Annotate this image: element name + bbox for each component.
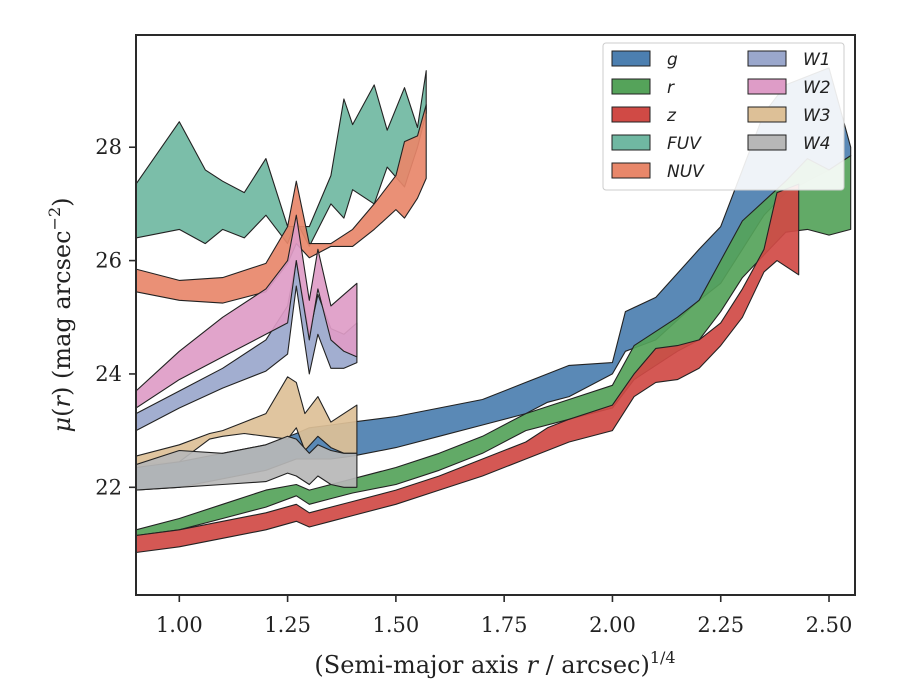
band-w2 [136,214,358,409]
legend-label-r: r [667,78,675,98]
x-tick-label: 2.00 [589,613,636,637]
band-fuv [136,70,427,247]
legend-swatch-w3 [747,106,787,123]
x-tick-label: 1.25 [264,613,311,637]
legend-swatch-w1 [747,50,787,67]
legend-label-z: z [666,106,677,126]
y-tick-label: 22 [95,475,122,499]
x-tick-label: 1.00 [156,613,203,637]
y-axis: 22 24 26 28 [95,135,136,499]
x-tick-label: 2.25 [697,613,744,637]
x-tick-label: 2.50 [806,613,853,637]
legend-swatch-fuv [611,134,651,151]
legend-swatch-g [611,50,651,67]
y-tick-label: 24 [95,362,122,386]
legend-swatch-z [611,106,651,123]
y-axis-label: μ(r) (mag arcsec−2) [45,197,76,432]
legend-swatch-r [611,78,651,95]
plot-frame [135,34,856,596]
legend-swatch-w2 [747,78,787,95]
y-tick-label: 26 [95,249,122,273]
legend-label-w4: W4 [803,134,831,154]
x-axis-label: (Semi-major axis r / arcsec)1/4 [314,648,675,679]
legend-label-w1: W1 [803,50,831,70]
x-tick-label: 1.50 [372,613,419,637]
legend: grz FUV NUV W1 W2 W3 W4 [602,42,845,191]
legend-label-nuv: NUV [667,162,705,182]
legend-label-fuv: FUV [667,134,702,154]
x-axis: 1.00 1.25 1.50 1.75 2.00 2.25 2.50 [156,595,852,637]
legend-swatch-w4 [747,134,787,151]
legend-label-g: g [667,50,678,70]
band-w4 [136,435,358,491]
x-tick-label: 1.75 [481,613,528,637]
y-tick-label: 28 [95,135,122,159]
band-w3 [136,376,358,469]
legend-label-w3: W3 [803,106,831,126]
legend-swatch-nuv [611,162,651,179]
legend-label-w2: W2 [803,78,831,98]
